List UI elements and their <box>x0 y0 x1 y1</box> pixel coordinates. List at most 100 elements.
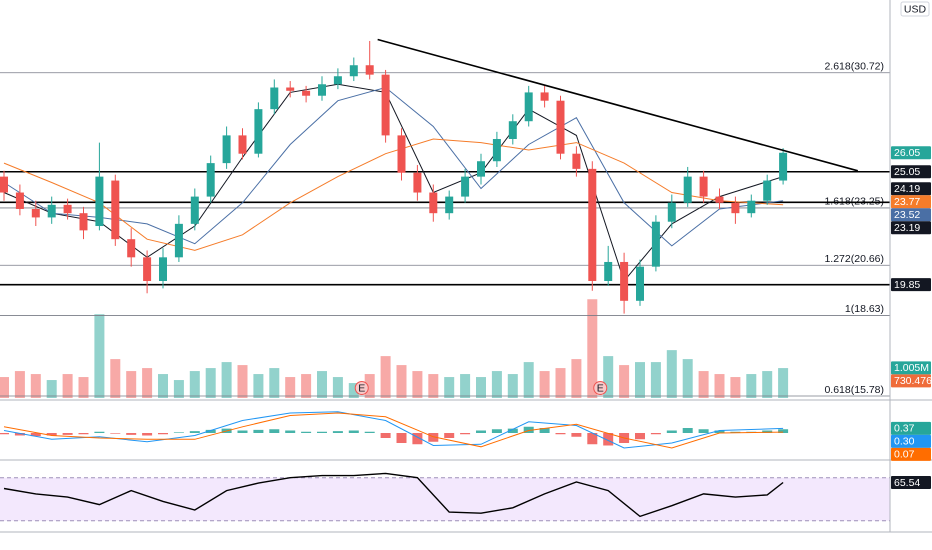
price-badge-label: 23.77 <box>894 196 920 208</box>
candle-body <box>508 121 517 139</box>
volume-bar <box>301 374 312 398</box>
price-badge <box>891 208 931 222</box>
candle-body <box>63 204 72 214</box>
macd-histogram-bar <box>476 430 486 433</box>
currency-box[interactable] <box>900 1 930 17</box>
volume-bar <box>173 380 184 398</box>
volume-bar <box>476 377 486 398</box>
volume-bar <box>221 362 232 398</box>
volume-bar <box>619 365 630 398</box>
macd-histogram-bar <box>555 433 566 435</box>
volume-bar <box>0 377 9 398</box>
candle-body <box>174 223 183 258</box>
candle-body <box>667 202 676 222</box>
volume-bar <box>30 374 41 398</box>
candle-body <box>588 168 597 281</box>
candle-body <box>540 92 549 101</box>
volume-bar <box>650 362 661 398</box>
macd-histogram-bar <box>523 426 534 433</box>
price-badge-label: 19.85 <box>894 279 920 291</box>
volume-bar <box>730 377 741 398</box>
volume-bar <box>428 374 439 398</box>
fib-label: 0.618(15.78) <box>824 384 884 396</box>
candle-body <box>143 257 152 281</box>
macd-histogram-bar <box>666 430 677 433</box>
macd-histogram-bar <box>571 433 582 437</box>
volume-bar <box>555 368 566 398</box>
macd-histogram-bar <box>332 431 343 433</box>
price-badge-label: 0.07 <box>894 449 915 461</box>
volume-bar <box>14 371 25 398</box>
macd-histogram-bar <box>253 429 264 433</box>
price-badge <box>891 146 931 160</box>
fib-label: 1.272(20.66) <box>824 253 884 265</box>
price-badge-label: 65.54 <box>894 477 920 489</box>
volume-bar <box>460 374 471 398</box>
price-badge-label: 1.005M <box>894 362 929 374</box>
candle-body <box>699 176 708 197</box>
earnings-label: E <box>597 382 604 394</box>
macd-histogram-bar <box>237 430 248 433</box>
macd-histogram-bar <box>158 433 168 435</box>
candle-body <box>477 161 485 177</box>
candle-body <box>747 200 756 214</box>
price-badge-label: 26.05 <box>894 147 920 159</box>
candle-body <box>556 100 565 154</box>
candle-body <box>190 196 199 224</box>
volume-bar <box>714 374 725 398</box>
volume-bar <box>78 377 89 398</box>
macd-histogram-bar <box>62 433 73 435</box>
price-badge <box>891 374 931 388</box>
volume-bar <box>189 371 200 398</box>
price-badge <box>891 165 931 179</box>
volume-bar <box>62 374 73 398</box>
macd-histogram-bar <box>348 430 359 433</box>
candle-body <box>445 196 454 214</box>
price-badge <box>891 195 931 209</box>
moving-average <box>3 138 784 251</box>
candle-body <box>206 163 215 197</box>
volume-bar <box>396 365 407 398</box>
volume-bar <box>126 371 137 398</box>
candle-body <box>0 176 8 193</box>
macd-line <box>3 412 784 449</box>
volume-bar <box>205 368 216 398</box>
volume-bar <box>698 371 709 398</box>
currency[interactable]: USD <box>904 3 927 15</box>
volume-bar <box>285 377 296 398</box>
macd-histogram-bar <box>507 428 518 433</box>
volume-bar <box>666 350 677 398</box>
candle-body <box>413 172 422 193</box>
candle-body <box>349 65 358 77</box>
candle-body <box>636 266 644 301</box>
volume-bar <box>746 374 757 398</box>
earnings-marker <box>354 381 369 395</box>
candle-body <box>381 74 390 136</box>
candle-body <box>159 257 167 281</box>
macd-histogram-bar <box>301 431 312 433</box>
volume-bar <box>444 377 455 398</box>
fib-label: 2.618(30.72) <box>824 61 884 73</box>
volume-bar <box>778 368 789 398</box>
macd-histogram-bar <box>762 430 773 433</box>
volume-bar <box>94 314 105 398</box>
volume-bar <box>253 374 264 398</box>
macd-histogram-bar <box>46 433 57 436</box>
candle-body <box>270 87 279 110</box>
price-badge-label: 0.30 <box>894 436 915 448</box>
price-badge <box>891 447 931 461</box>
candle-body <box>524 92 533 122</box>
macd-histogram-bar <box>587 433 598 445</box>
volume-bar <box>507 374 518 398</box>
candle-body <box>429 192 438 214</box>
macd-histogram-bar <box>30 433 41 437</box>
macd-histogram-bar <box>650 433 661 435</box>
macd-histogram-bar <box>0 433 9 435</box>
volume-bar <box>491 371 502 398</box>
candle-body <box>95 176 104 227</box>
macd-histogram-bar <box>14 433 25 436</box>
volume-bar <box>348 383 359 398</box>
candle-body <box>620 261 629 301</box>
macd-histogram-bar <box>428 433 439 442</box>
